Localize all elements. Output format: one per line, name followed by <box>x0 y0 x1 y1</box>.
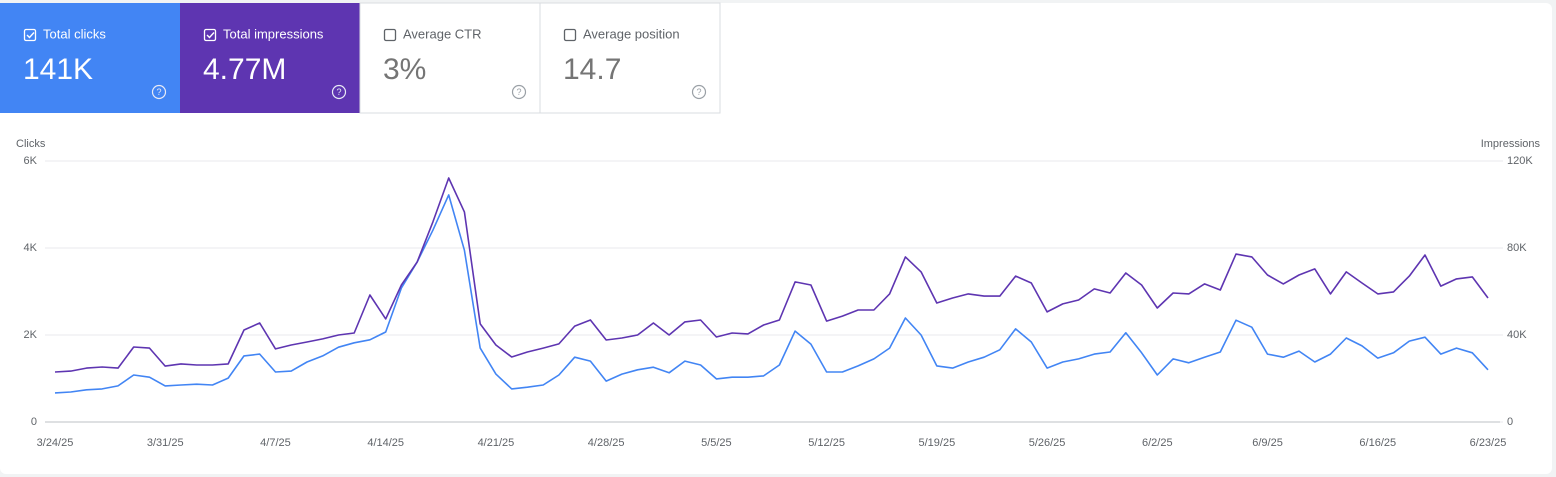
x-tick-label: 5/26/25 <box>1029 437 1066 449</box>
checkbox[interactable] <box>23 28 37 42</box>
metric-cards: Total clicks 141K? Total impressions 4.77M?… <box>0 2 721 114</box>
card-label: Average CTR <box>403 26 482 41</box>
metric-card[interactable]: Total impressions 4.77M? <box>180 3 360 113</box>
card-value: 14.7 <box>563 53 621 86</box>
card-background <box>359 2 541 114</box>
y2-tick-label: 40K <box>1507 329 1527 341</box>
metric-card[interactable]: Average position 14.7? <box>539 2 721 114</box>
card-value: 3% <box>383 53 426 86</box>
help-icon-glyph: ? <box>156 87 161 97</box>
help-icon[interactable] <box>691 84 707 100</box>
x-tick-label: 6/9/25 <box>1252 437 1283 449</box>
help-icon[interactable] <box>151 84 167 100</box>
checkmark <box>206 32 215 39</box>
help-icon-glyph: ? <box>336 87 341 97</box>
y2-tick-label: 80K <box>1507 242 1527 254</box>
checkbox[interactable] <box>563 28 577 42</box>
x-tick-label: 6/2/25 <box>1142 437 1173 449</box>
x-tick-label: 6/16/25 <box>1359 437 1396 449</box>
x-tick-label: 4/21/25 <box>478 437 515 449</box>
card-label: Total clicks <box>43 26 106 41</box>
x-tick-label: 4/28/25 <box>588 437 625 449</box>
card-value: 4.77M <box>203 53 286 86</box>
help-icon-glyph: ? <box>516 87 521 97</box>
chart: Clicks Impressions 0 2K 4K 6K 0 40K 80K 120K 3/24/… <box>16 138 1541 449</box>
checkmark <box>26 32 35 39</box>
metric-card[interactable]: Average CTR 3%? <box>359 2 541 114</box>
x-tick-label: 4/14/25 <box>367 437 404 449</box>
card-value: 141K <box>23 53 93 86</box>
card-background <box>180 3 360 113</box>
y2-tick-label: 120K <box>1507 155 1533 167</box>
y-tick-label: 4K <box>24 242 38 254</box>
x-tick-label: 4/7/25 <box>260 437 291 449</box>
x-tick-label: 6/23/25 <box>1470 437 1507 449</box>
x-tick-label: 5/19/25 <box>918 437 955 449</box>
x-tick-label: 5/5/25 <box>701 437 732 449</box>
y2-tick-label: 0 <box>1507 416 1513 428</box>
y-tick-label: 6K <box>24 155 38 167</box>
card-background <box>539 2 721 114</box>
y-axis-label: Clicks <box>16 138 46 150</box>
x-tick-label: 3/24/25 <box>37 437 74 449</box>
checkbox[interactable] <box>383 28 397 42</box>
y-tick-label: 2K <box>24 329 38 341</box>
help-icon[interactable] <box>511 84 527 100</box>
help-icon[interactable] <box>331 84 347 100</box>
x-tick-label: 3/31/25 <box>147 437 184 449</box>
series-line <box>54 177 1489 373</box>
card-label: Average position <box>583 26 680 41</box>
panel-background <box>0 3 1552 474</box>
card-background <box>0 3 180 113</box>
card-label: Total impressions <box>223 26 324 41</box>
metric-card[interactable]: Total clicks 141K? <box>0 3 180 113</box>
checkbox[interactable] <box>203 28 217 42</box>
y-tick-label: 0 <box>31 416 37 428</box>
y2-axis-label: Impressions <box>1481 138 1541 150</box>
series-line <box>54 194 1489 394</box>
x-tick-label: 5/12/25 <box>808 437 845 449</box>
help-icon-glyph: ? <box>696 87 701 97</box>
